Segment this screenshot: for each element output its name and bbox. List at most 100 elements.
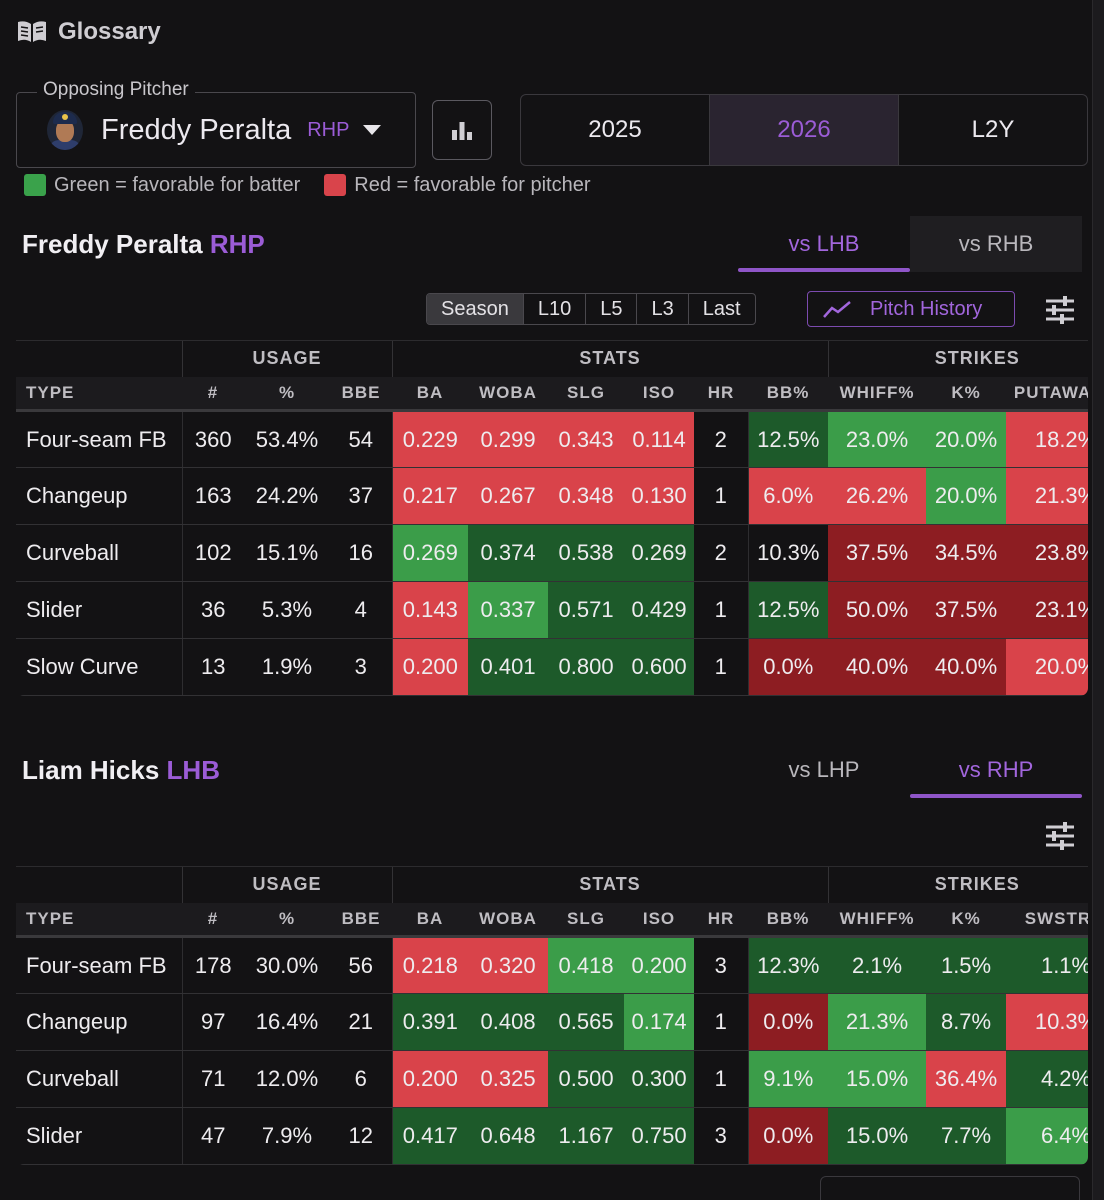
cell-iso: 0.750 [624, 1107, 695, 1165]
cell-hr: 3 [694, 1107, 749, 1165]
column-header-slg[interactable]: SLG [548, 376, 625, 412]
column-header-slg[interactable]: SLG [548, 902, 625, 938]
cell-whiffpct: 23.0% [828, 410, 927, 468]
range-option-season[interactable]: Season [427, 294, 524, 324]
cell-count: 102 [182, 524, 244, 582]
column-header-pct[interactable]: % [244, 376, 330, 412]
green-swatch [24, 174, 46, 196]
pitch-type-cell: Slow Curve [16, 638, 183, 696]
cell-count: 97 [182, 993, 244, 1051]
cell-count: 360 [182, 410, 244, 468]
batter-table-settings-button[interactable] [1042, 819, 1078, 853]
column-header-kpct[interactable]: K% [926, 902, 1007, 938]
cell-count: 163 [182, 467, 244, 525]
cell-ba: 0.417 [392, 1107, 469, 1165]
cell-slg: 0.348 [548, 467, 625, 525]
pitcher-table-settings-button[interactable] [1042, 293, 1078, 327]
cell-bbpct: 0.0% [748, 1107, 829, 1165]
cell-kpct: 34.5% [926, 524, 1007, 582]
group-header-stats: STATS [391, 866, 829, 903]
cell-hr: 1 [694, 1050, 749, 1108]
cell-ba: 0.217 [392, 467, 469, 525]
column-header-pct[interactable]: % [244, 902, 330, 938]
opposing-pitcher-select[interactable]: Opposing Pitcher Freddy Peralta RHP [16, 79, 416, 168]
table-row: Curveball 102 15.1% 16 0.269 0.374 0.538 0.269 2… [16, 524, 1088, 582]
legend-green-text: Green = favorable for batter [54, 173, 301, 196]
year-option-2026[interactable]: 2026 [710, 95, 899, 165]
cell-slg: 0.538 [548, 524, 625, 582]
bar-chart-icon [452, 122, 472, 140]
cell-pct: 12.0% [244, 1050, 330, 1108]
column-header-iso[interactable]: ISO [624, 376, 695, 412]
group-header-strikes: STRIKES [827, 340, 1088, 377]
column-header-whiffpct[interactable]: WHIFF% [828, 376, 927, 412]
cell-slg: 0.343 [548, 410, 625, 468]
pitch-history-button[interactable]: Pitch History [807, 291, 1015, 327]
sliders-icon [1046, 296, 1074, 324]
selected-pitcher-name: Freddy Peralta [101, 113, 292, 146]
cell-slg: 0.800 [548, 638, 625, 696]
column-header-bbe[interactable]: BBE [330, 376, 393, 412]
range-option-last[interactable]: Last [702, 297, 741, 320]
cell-bbe: 16 [330, 524, 393, 582]
cell-whiffpct: 2.1% [828, 936, 927, 994]
column-header-woba[interactable]: WOBA [468, 902, 549, 938]
column-header-hr[interactable]: HR [694, 902, 749, 938]
range-option-l3[interactable]: L3 [637, 294, 689, 324]
column-header-type[interactable]: TYPE [16, 902, 182, 938]
trend-line-icon [823, 301, 851, 318]
pitcher-tab-vs-lhb[interactable]: vs LHB [738, 216, 910, 272]
cell-hr: 2 [694, 524, 749, 582]
cell-swstrpct: 10.3% [1006, 993, 1088, 1051]
cell-woba: 0.299 [468, 410, 549, 468]
group-header-stats: STATS [391, 340, 829, 377]
cell-woba: 0.337 [468, 581, 549, 639]
cell-kpct: 20.0% [926, 467, 1007, 525]
cell-kpct: 20.0% [926, 410, 1007, 468]
column-header-bbpct[interactable]: BB% [748, 376, 829, 412]
range-option-l10[interactable]: L10 [524, 294, 587, 324]
column-header-hr[interactable]: HR [694, 376, 749, 412]
glossary-link[interactable]: Glossary [16, 16, 161, 48]
column-header-swstrpct[interactable]: SWSTR% [1006, 902, 1088, 938]
cell-pct: 5.3% [244, 581, 330, 639]
pitch-type-cell: Four-seam FB [16, 936, 183, 994]
column-header-count[interactable]: # [182, 376, 244, 412]
cell-hr: 1 [694, 581, 749, 639]
year-option-2025[interactable]: 2025 [521, 95, 710, 165]
cell-bbe: 3 [330, 638, 393, 696]
column-header-ba[interactable]: BA [392, 376, 469, 412]
column-header-kpct[interactable]: K% [926, 376, 1007, 412]
column-header-whiffpct[interactable]: WHIFF% [828, 902, 927, 938]
range-option-l5[interactable]: L5 [586, 294, 638, 324]
cell-ba: 0.391 [392, 993, 469, 1051]
cell-bbe: 6 [330, 1050, 393, 1108]
sliders-icon [1046, 822, 1074, 850]
page-scrollbar[interactable] [1092, 0, 1104, 1200]
column-header-putawaypct[interactable]: PUTAWAY% [1006, 376, 1088, 412]
cell-kpct: 36.4% [926, 1050, 1007, 1108]
cell-bbe: 21 [330, 993, 393, 1051]
cell-swstrpct: 1.1% [1006, 936, 1088, 994]
chart-button[interactable] [432, 100, 492, 160]
column-header-bbpct[interactable]: BB% [748, 902, 829, 938]
column-header-type[interactable]: TYPE [16, 376, 182, 412]
pitcher-tab-vs-rhb[interactable]: vs RHB [910, 216, 1082, 272]
column-header-count[interactable]: # [182, 902, 244, 938]
batter-tab-vs-rhp[interactable]: vs RHP [910, 742, 1082, 798]
column-header-iso[interactable]: ISO [624, 902, 695, 938]
cell-woba: 0.648 [468, 1107, 549, 1165]
year-option-l2y[interactable]: L2Y [971, 116, 1015, 143]
cell-count: 47 [182, 1107, 244, 1165]
column-header-ba[interactable]: BA [392, 902, 469, 938]
cell-pct: 16.4% [244, 993, 330, 1051]
column-header-bbe[interactable]: BBE [330, 902, 393, 938]
pitch-type-cell: Changeup [16, 467, 183, 525]
batter-tab-vs-lhp[interactable]: vs LHP [788, 757, 860, 782]
batter-pitch-type-table: USAGE STATS STRIKES TYPE #% BBE BA WOBA SLG ISO HR… [16, 866, 1088, 1165]
table-row: Changeup 97 16.4% 21 0.391 0.408 0.565 0.174 1 0.… [16, 993, 1088, 1051]
cell-hr: 1 [694, 993, 749, 1051]
column-header-woba[interactable]: WOBA [468, 376, 549, 412]
cell-whiffpct: 15.0% [828, 1050, 927, 1108]
group-header-usage: USAGE [181, 340, 393, 377]
